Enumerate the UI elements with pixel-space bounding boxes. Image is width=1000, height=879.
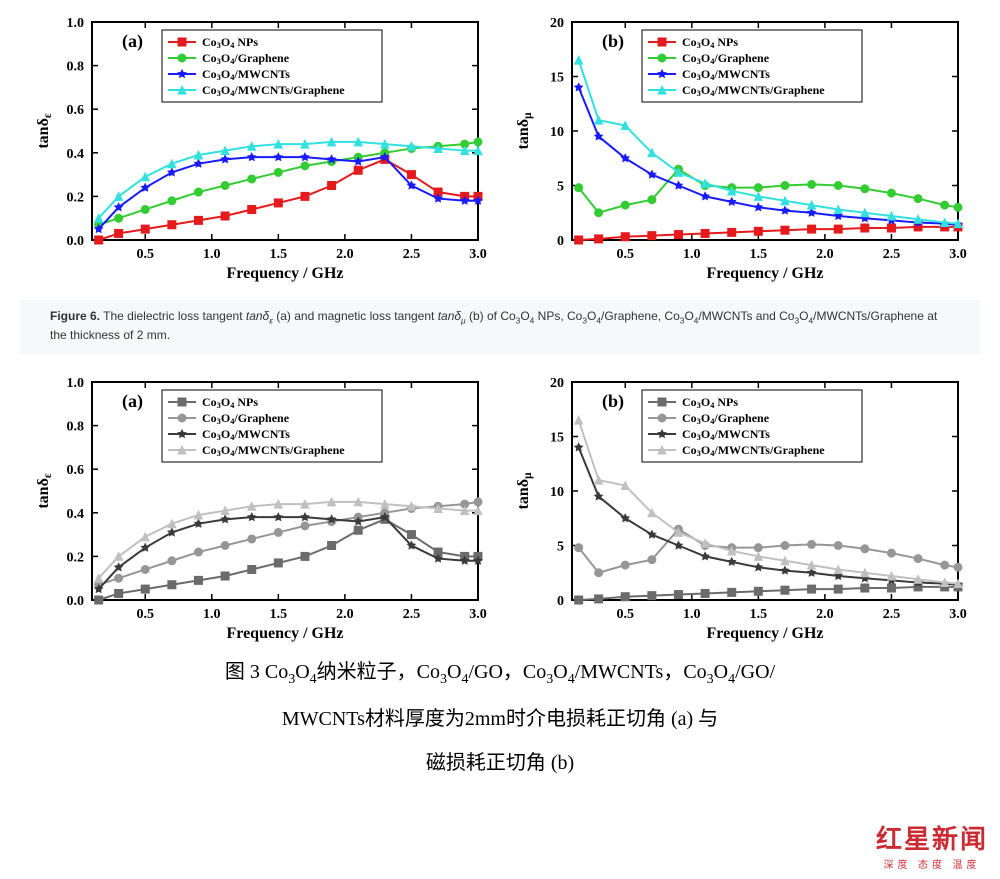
svg-text:3.0: 3.0	[949, 607, 967, 622]
figure6-row: 0.5 1.0 1.5 2.0 2.5 3.0 0.0 0.2 0.4 0.6 0.8 1.0 Freq…	[0, 0, 1000, 290]
svg-text:Co3O4 NPs: Co3O4 NPs	[202, 35, 258, 50]
figure3-caption-line2: MWCNTs材料厚度为2mm时介电损耗正切角 (a) 与	[0, 697, 1000, 741]
svg-text:3.0: 3.0	[469, 607, 487, 622]
svg-text:(a): (a)	[122, 31, 143, 52]
svg-text:1.5: 1.5	[270, 247, 288, 262]
svg-text:0.6: 0.6	[67, 463, 85, 478]
svg-text:0.5: 0.5	[136, 607, 154, 622]
svg-text:tanδμ: tanδμ	[515, 472, 534, 510]
figure6-chart-a: 0.5 1.0 1.5 2.0 2.5 3.0 0.0 0.2 0.4 0.6 0.8 1.0 Freq…	[30, 10, 490, 290]
svg-text:Co3O4/MWCNTs: Co3O4/MWCNTs	[682, 67, 770, 82]
svg-text:Co3O4/MWCNTs: Co3O4/MWCNTs	[202, 427, 290, 442]
svg-text:Co3O4/MWCNTs/Graphene: Co3O4/MWCNTs/Graphene	[682, 83, 825, 98]
svg-text:2.5: 2.5	[883, 247, 901, 262]
svg-text:10: 10	[550, 485, 564, 500]
figure6-caption: Figure 6. The dielectric loss tangent ta…	[20, 300, 980, 354]
svg-text:Co3O4/MWCNTs: Co3O4/MWCNTs	[202, 67, 290, 82]
svg-text:Co3O4/Graphene: Co3O4/Graphene	[202, 411, 290, 426]
svg-text:Co3O4/MWCNTs/Graphene: Co3O4/MWCNTs/Graphene	[202, 443, 345, 458]
figure3-chart-a: 0.5 1.0 1.5 2.0 2.5 3.0 0.0 0.2 0.4 0.6 0.8 1.0 Freq…	[30, 370, 490, 650]
svg-text:2.5: 2.5	[403, 247, 421, 262]
svg-text:0.0: 0.0	[67, 234, 85, 249]
svg-text:0.2: 0.2	[67, 190, 85, 205]
svg-text:0.4: 0.4	[67, 507, 85, 522]
svg-text:2.5: 2.5	[883, 607, 901, 622]
svg-text:5: 5	[557, 539, 564, 554]
svg-text:2.0: 2.0	[816, 607, 834, 622]
svg-text:tanδε: tanδε	[35, 473, 54, 509]
svg-text:0.8: 0.8	[67, 60, 85, 75]
svg-text:0: 0	[557, 234, 564, 249]
svg-text:1.5: 1.5	[750, 607, 768, 622]
svg-text:1.5: 1.5	[270, 607, 288, 622]
svg-text:Co3O4 NPs: Co3O4 NPs	[202, 395, 258, 410]
svg-text:tanδμ: tanδμ	[515, 112, 534, 150]
svg-text:Co3O4/MWCNTs/Graphene: Co3O4/MWCNTs/Graphene	[682, 443, 825, 458]
svg-text:Frequency / GHz: Frequency / GHz	[226, 265, 343, 282]
svg-text:Co3O4/Graphene: Co3O4/Graphene	[682, 411, 770, 426]
svg-text:(b): (b)	[602, 31, 624, 52]
svg-text:0.5: 0.5	[136, 247, 154, 262]
svg-text:1.0: 1.0	[203, 247, 221, 262]
svg-text:Co3O4/Graphene: Co3O4/Graphene	[682, 51, 770, 66]
svg-text:0: 0	[557, 594, 564, 609]
svg-text:15: 15	[550, 71, 564, 86]
svg-text:Co3O4/Graphene: Co3O4/Graphene	[202, 51, 290, 66]
svg-text:1.0: 1.0	[67, 376, 85, 391]
svg-text:15: 15	[550, 430, 564, 445]
svg-text:(b): (b)	[602, 391, 624, 412]
svg-text:1.0: 1.0	[683, 607, 701, 622]
svg-text:Co3O4/MWCNTs: Co3O4/MWCNTs	[682, 427, 770, 442]
figure3-row: 0.5 1.0 1.5 2.0 2.5 3.0 0.0 0.2 0.4 0.6 0.8 1.0 Freq…	[0, 364, 1000, 650]
svg-text:(a): (a)	[122, 391, 143, 412]
svg-text:3.0: 3.0	[469, 247, 487, 262]
svg-text:2.0: 2.0	[336, 607, 354, 622]
svg-text:0.0: 0.0	[67, 594, 85, 609]
svg-text:1.0: 1.0	[683, 247, 701, 262]
page-root: 0.5 1.0 1.5 2.0 2.5 3.0 0.0 0.2 0.4 0.6 0.8 1.0 Freq…	[0, 0, 1000, 879]
svg-text:Co3O4 NPs: Co3O4 NPs	[682, 35, 738, 50]
svg-text:0.4: 0.4	[67, 147, 85, 162]
svg-text:5: 5	[557, 180, 564, 195]
svg-text:0.5: 0.5	[616, 607, 634, 622]
svg-text:tanδε: tanδε	[35, 113, 54, 149]
svg-text:0.5: 0.5	[616, 247, 634, 262]
figure6-chart-b: 0.5 1.0 1.5 2.0 2.5 3.0 0 5 10 15 20 Frequency / GH…	[510, 10, 970, 290]
figure3-chart-b: 0.5 1.0 1.5 2.0 2.5 3.0 0 5 10 15 20 Frequency / GH…	[510, 370, 970, 650]
svg-text:Co3O4/MWCNTs/Graphene: Co3O4/MWCNTs/Graphene	[202, 83, 345, 98]
figure3-caption-line3: 磁损耗正切角 (b)	[0, 741, 1000, 785]
svg-text:0.6: 0.6	[67, 103, 85, 118]
svg-text:2.0: 2.0	[816, 247, 834, 262]
svg-text:0.2: 0.2	[67, 550, 85, 565]
svg-text:20: 20	[550, 376, 564, 391]
svg-text:0.8: 0.8	[67, 420, 85, 435]
svg-text:Frequency / GHz: Frequency / GHz	[706, 265, 823, 282]
svg-text:1.5: 1.5	[750, 247, 768, 262]
figure3-caption-line1: 图 3 Co3O4纳米粒子，Co3O4/GO，Co3O4/MWCNTs，Co3O…	[0, 650, 1000, 697]
svg-text:2.5: 2.5	[403, 607, 421, 622]
svg-text:Frequency / GHz: Frequency / GHz	[706, 625, 823, 642]
svg-text:1.0: 1.0	[67, 16, 85, 31]
watermark: 红星新闻 深度 态度 温度	[876, 819, 988, 871]
svg-text:3.0: 3.0	[949, 247, 967, 262]
svg-text:20: 20	[550, 16, 564, 31]
svg-text:Frequency / GHz: Frequency / GHz	[226, 625, 343, 642]
watermark-sub: 深度 态度 温度	[876, 856, 988, 871]
svg-text:10: 10	[550, 125, 564, 140]
svg-text:Co3O4 NPs: Co3O4 NPs	[682, 395, 738, 410]
svg-text:1.0: 1.0	[203, 607, 221, 622]
svg-text:2.0: 2.0	[336, 247, 354, 262]
watermark-main: 红星新闻	[876, 825, 988, 854]
